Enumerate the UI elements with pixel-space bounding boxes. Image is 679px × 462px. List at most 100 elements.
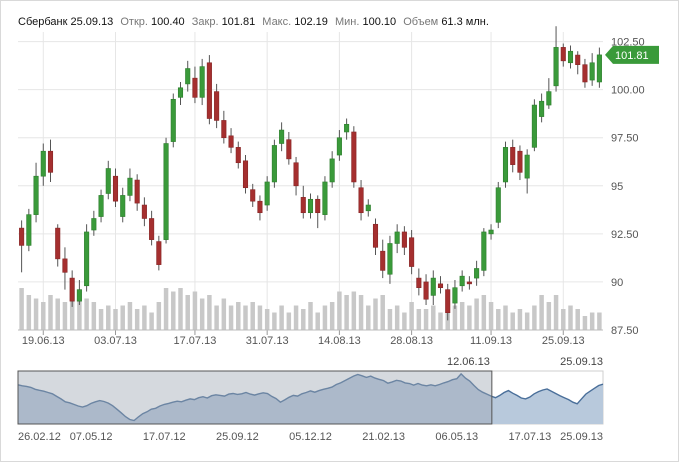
volume-bar [192,291,198,330]
candle[interactable] [19,220,25,273]
candle[interactable] [589,53,595,86]
candle[interactable] [315,195,321,229]
volume-bar [279,305,284,330]
candle[interactable] [47,139,54,182]
candle[interactable] [344,118,350,140]
candle-body-down [445,289,451,313]
candle[interactable] [206,55,212,125]
candle[interactable] [546,78,552,109]
candle[interactable] [156,235,162,271]
candle[interactable] [474,260,480,286]
candle[interactable] [98,189,104,223]
candle[interactable] [488,224,494,240]
candle[interactable] [76,280,82,306]
candle[interactable] [112,168,119,207]
candle[interactable] [26,208,32,252]
candle[interactable] [401,226,407,256]
candle[interactable] [387,235,393,284]
candle[interactable] [416,268,422,296]
candle[interactable] [221,110,227,144]
candle[interactable] [351,126,357,188]
candle[interactable] [437,276,444,294]
candle[interactable] [502,141,509,188]
candle[interactable] [495,181,501,229]
candle[interactable] [582,58,588,88]
candle[interactable] [199,58,205,106]
candle[interactable] [242,155,249,194]
volume-bar [394,305,400,330]
candle[interactable] [567,45,574,69]
candle[interactable] [214,83,220,129]
candle[interactable] [409,230,415,275]
candle[interactable] [235,141,241,169]
candle-body-up [307,198,314,214]
candle[interactable] [105,160,111,200]
candle[interactable] [170,93,176,148]
candle[interactable] [358,180,364,221]
candle[interactable] [163,137,169,244]
candle[interactable] [481,228,487,277]
candle[interactable] [510,139,516,173]
candle[interactable] [286,131,292,165]
candle[interactable] [322,176,328,221]
candle[interactable] [228,128,234,154]
candle[interactable] [120,187,126,223]
navigator-selection-window[interactable] [17,370,493,425]
candle-body-up [185,68,191,85]
candle[interactable] [40,143,46,186]
candlesticks[interactable] [19,26,602,321]
candle[interactable] [250,183,256,207]
candle[interactable] [177,81,184,106]
candle[interactable] [329,151,335,188]
candle[interactable] [365,199,371,217]
low-value: 100.10 [362,16,397,28]
candle[interactable] [192,66,198,104]
candle[interactable] [91,210,97,236]
candle[interactable] [430,270,436,306]
candle[interactable] [336,130,342,161]
candle[interactable] [575,51,581,75]
candle[interactable] [394,224,400,254]
candle[interactable] [459,270,465,292]
candle-body-up [344,123,350,133]
candle[interactable] [596,47,602,88]
candle[interactable] [300,185,306,219]
candle[interactable] [33,162,39,223]
candle[interactable] [524,149,530,194]
candle[interactable] [279,122,285,152]
candle[interactable] [149,210,155,246]
candle[interactable] [293,156,299,196]
candle[interactable] [466,276,472,290]
candle[interactable] [271,139,277,188]
candle[interactable] [84,224,90,292]
candle[interactable] [380,239,386,279]
candle[interactable] [62,247,68,290]
last-price-label: 101.81 [615,50,649,62]
candle[interactable] [127,168,133,202]
high-label: Макс. [262,16,292,28]
candle[interactable] [257,195,263,221]
candle[interactable] [141,197,147,227]
candle[interactable] [134,174,140,211]
candle[interactable] [553,26,559,92]
candle[interactable] [560,43,566,67]
candle[interactable] [307,193,314,219]
candle[interactable] [185,60,191,92]
candle[interactable] [445,283,451,321]
candle[interactable] [423,274,429,306]
candle[interactable] [531,99,537,152]
candle[interactable] [55,224,61,267]
candle[interactable] [452,280,458,309]
candle-body-up [589,62,595,81]
navigator[interactable]: 12.06.13 25.09.13 26.02.12 07.05.12 17.07.12… [17,356,604,443]
navigator-x-tick-label: 25.09.13 [560,431,603,443]
candle-body-down [257,200,263,214]
candle-body-up [459,275,465,287]
candle[interactable] [264,176,270,211]
candle[interactable] [372,218,379,256]
candle[interactable] [69,270,75,307]
candle[interactable] [517,145,523,181]
candle-body-up [452,287,458,304]
candle[interactable] [539,93,545,123]
volume-bar [561,309,566,330]
